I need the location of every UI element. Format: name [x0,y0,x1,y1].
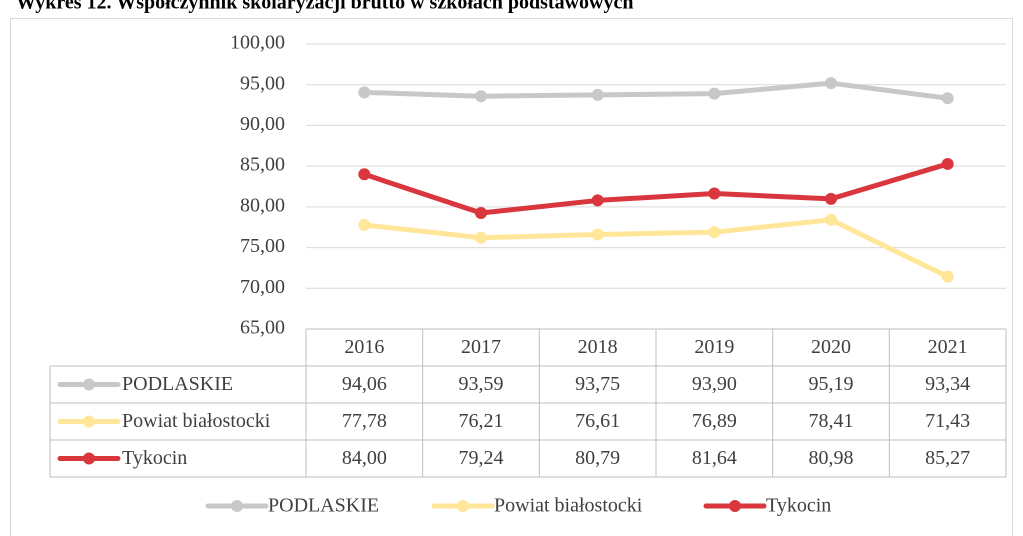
data-point [358,218,371,231]
data-point [475,207,487,220]
series-line [364,217,949,279]
x-tick-label: 2016 [344,336,384,358]
data-point [708,226,721,239]
legend-key-marker [83,452,95,465]
table-value: 81,64 [692,447,737,469]
legend-key-marker [457,500,469,512]
table-value: 79,24 [459,447,504,469]
data-point [941,270,954,283]
x-tick-label: 2018 [578,336,618,358]
data-point [825,192,837,205]
x-tick-label: 2019 [694,336,734,358]
data-point [941,92,954,105]
series-line [363,161,949,216]
legend-key-marker [231,500,243,512]
table-value: 84,00 [342,447,387,469]
y-tick-label: 75,00 [240,235,285,257]
y-tick-label: 70,00 [240,276,285,298]
y-tick-label: 95,00 [240,72,285,94]
table-value: 94,06 [342,373,387,395]
table-series-name: Tykocin [122,447,187,469]
table-value: 80,79 [575,447,620,469]
x-tick-label: 2017 [461,336,501,358]
data-point [591,194,604,207]
x-tick-label: 2021 [928,336,968,358]
data-point [475,90,487,103]
table-value: 93,75 [575,373,620,395]
table-value: 77,78 [342,410,387,432]
chart-frame [10,18,1013,536]
chart-title: Wykres 12. Współczynnik skolaryzacji bru… [16,0,633,14]
y-tick-label: 100,00 [230,32,285,54]
table-value: 85,27 [925,447,970,469]
table-value: 76,61 [575,410,620,432]
table-value: 80,98 [809,447,854,469]
legend-label: PODLASKIE [268,495,379,517]
table-value: 76,89 [692,410,737,432]
y-tick-label: 80,00 [240,194,285,216]
table-series-name: PODLASKIE [122,373,233,395]
table-value: 95,19 [809,373,854,395]
table-value: 78,41 [809,410,854,432]
data-point [708,187,721,200]
x-tick-label: 2020 [811,336,851,358]
data-point [591,228,604,241]
table-value: 93,34 [925,373,970,395]
table-value: 93,59 [459,373,504,395]
table-value: 76,21 [459,410,504,432]
legend-key-marker [83,415,95,428]
data-point [358,168,371,181]
data-point [825,213,837,226]
y-tick-label: 85,00 [240,154,285,176]
data-point [591,88,604,101]
data-point [708,87,721,100]
legend-key-marker [83,378,95,391]
series-line [364,80,948,101]
table-value: 71,43 [925,410,970,432]
legend-label: Powiat białostocki [494,495,643,517]
legend-key-marker [729,500,741,512]
y-tick-label: 65,00 [240,317,285,339]
table-series-name: Powiat białostocki [122,410,271,432]
y-tick-label: 90,00 [240,113,285,135]
data-point [475,231,487,244]
data-point [358,86,371,99]
data-point [825,77,837,90]
data-point [941,157,954,170]
legend-label: Tykocin [766,495,831,517]
table-value: 93,90 [692,373,737,395]
